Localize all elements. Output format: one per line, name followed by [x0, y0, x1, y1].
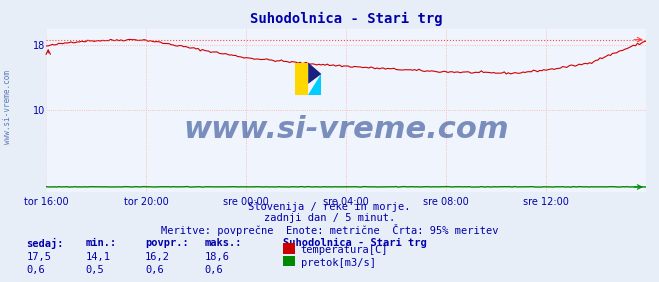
FancyBboxPatch shape	[295, 63, 308, 95]
Text: www.si-vreme.com: www.si-vreme.com	[3, 70, 13, 144]
Title: Suhodolnica - Stari trg: Suhodolnica - Stari trg	[250, 12, 442, 26]
Text: pretok[m3/s]: pretok[m3/s]	[301, 258, 376, 268]
Text: 16,2: 16,2	[145, 252, 170, 262]
Text: maks.:: maks.:	[204, 238, 242, 248]
Text: 17,5: 17,5	[26, 252, 51, 262]
Text: 0,5: 0,5	[86, 265, 104, 275]
Text: sedaj:: sedaj:	[26, 238, 64, 249]
Text: povpr.:: povpr.:	[145, 238, 188, 248]
Text: Meritve: povprečne  Enote: metrične  Črta: 95% meritev: Meritve: povprečne Enote: metrične Črta:…	[161, 224, 498, 236]
Text: temperatura[C]: temperatura[C]	[301, 245, 388, 255]
Text: 14,1: 14,1	[86, 252, 111, 262]
Text: Suhodolnica - Stari trg: Suhodolnica - Stari trg	[283, 238, 427, 248]
Polygon shape	[308, 63, 322, 84]
Text: 0,6: 0,6	[26, 265, 45, 275]
Text: 0,6: 0,6	[145, 265, 163, 275]
Text: 18,6: 18,6	[204, 252, 229, 262]
Text: zadnji dan / 5 minut.: zadnji dan / 5 minut.	[264, 213, 395, 223]
Text: min.:: min.:	[86, 238, 117, 248]
Polygon shape	[308, 74, 322, 95]
Text: Slovenija / reke in morje.: Slovenija / reke in morje.	[248, 202, 411, 212]
Text: 0,6: 0,6	[204, 265, 223, 275]
Text: www.si-vreme.com: www.si-vreme.com	[183, 115, 509, 144]
